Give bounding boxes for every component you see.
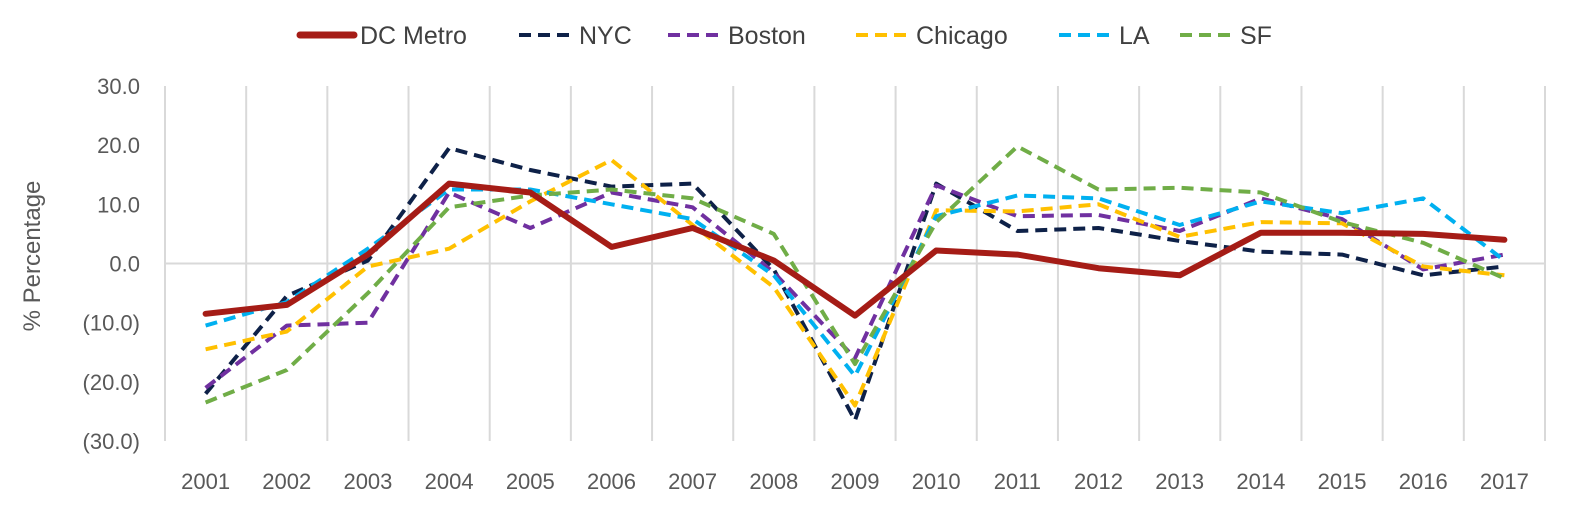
x-tick-label: 2014 — [1236, 469, 1285, 494]
y-tick-label: (30.0) — [83, 429, 140, 454]
legend: DC Metro NYC Boston Chicago LA SF — [296, 22, 1272, 50]
y-tick-label: (10.0) — [83, 311, 140, 336]
series-line-dc-metro — [202, 180, 1508, 319]
x-tick-label: 2006 — [587, 469, 636, 494]
x-tick-label: 2009 — [831, 469, 880, 494]
y-tick-label: 20.0 — [97, 133, 140, 158]
y-axis-title: % Percentage — [19, 181, 46, 332]
x-tick-label: 2011 — [994, 469, 1041, 494]
legend-label: DC Metro — [360, 22, 467, 50]
x-tick-label: 2012 — [1074, 469, 1123, 494]
x-tick-label: 2017 — [1480, 469, 1529, 494]
x-tick-label: 2007 — [668, 469, 717, 494]
y-tick-label: 10.0 — [97, 192, 140, 217]
x-tick-label: 2016 — [1399, 469, 1448, 494]
x-tick-label: 2003 — [343, 469, 392, 494]
legend-label: LA — [1119, 22, 1150, 50]
y-tick-label: 0.0 — [109, 252, 140, 277]
y-axis-ticks: 30.0 20.0 10.0 0.0 (10.0) (20.0) (30.0) — [83, 74, 140, 454]
x-tick-label: 2013 — [1155, 469, 1204, 494]
x-tick-label: 2008 — [749, 469, 798, 494]
legend-label: NYC — [579, 22, 632, 50]
x-tick-label: 2002 — [262, 469, 311, 494]
series-lines — [202, 144, 1508, 423]
legend-label: Chicago — [916, 22, 1008, 50]
x-axis-ticks: 2001 2002 2003 2004 2005 2006 2007 2008 2009 2010… — [181, 469, 1529, 494]
x-tick-label: 2001 — [181, 469, 230, 494]
series-line-chicago — [205, 158, 1505, 408]
x-tick-label: 2005 — [506, 469, 555, 494]
x-tick-label: 2004 — [425, 469, 474, 494]
x-tick-label: 2015 — [1318, 469, 1367, 494]
legend-label: Boston — [728, 22, 806, 50]
series-line-nyc — [204, 146, 1505, 423]
y-tick-label: 30.0 — [97, 74, 140, 99]
x-tick-label: 2010 — [912, 469, 961, 494]
y-tick-label: (20.0) — [83, 370, 140, 395]
legend-label: SF — [1240, 22, 1272, 50]
series-line-sf — [204, 144, 1506, 405]
